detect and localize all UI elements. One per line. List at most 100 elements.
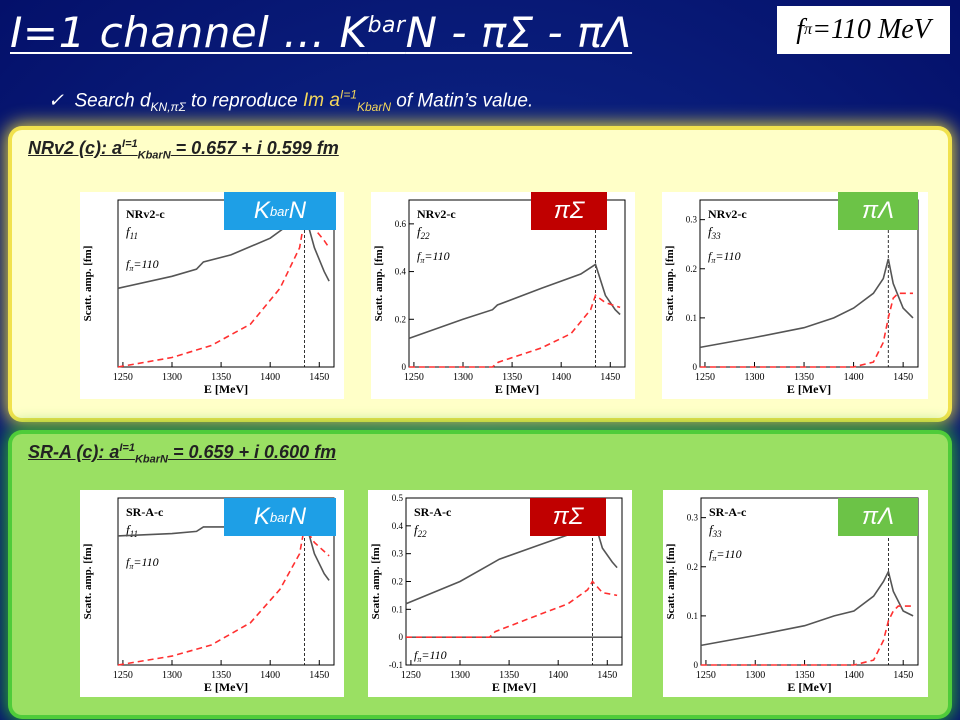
function-subscript: 33 <box>711 231 722 241</box>
fpi-label: fπ=110 <box>709 547 742 563</box>
fpi-value: =110 <box>133 555 158 569</box>
x-tick-label: 1450 <box>600 372 620 383</box>
x-tick-label: 1400 <box>260 670 280 681</box>
x-tick-label: 1450 <box>597 670 617 681</box>
series-solid-line <box>117 210 330 290</box>
y-tick-label: 0.2 <box>687 562 698 572</box>
chart-nrv2-kbarn: 1250 1300 1350 1400 1450 E [MeV] Scatt. amp. [… <box>80 192 344 399</box>
y-tick-label: 0.5 <box>392 493 404 503</box>
bullet-text: ✓ Search dKN,πΣ to reproduce Im aI=1Kbar… <box>48 88 534 115</box>
x-tick-label: 1250 <box>404 372 424 383</box>
y-tick-label: 0.1 <box>686 313 697 323</box>
y-tick-label: 0.6 <box>395 219 407 229</box>
series-dashed-line <box>117 217 330 368</box>
x-tick-label: 1300 <box>745 670 765 681</box>
fpi-subscript: π <box>417 655 422 664</box>
x-tick-label: 1300 <box>453 372 473 383</box>
x-tick-label: 1250 <box>401 670 421 681</box>
x-tick-label: 1350 <box>211 670 231 681</box>
model-label: SR-A-c <box>414 505 452 519</box>
fpi-subscript: π <box>712 554 717 563</box>
series-dashed-line <box>117 524 330 666</box>
y-tick-label: 0 <box>402 362 407 372</box>
series-dashed-line <box>406 580 618 638</box>
x-axis-label: E [MeV] <box>492 680 536 694</box>
function-subscript: 22 <box>418 529 428 539</box>
function-subscript: 11 <box>130 529 138 539</box>
y-tick-label: 0.2 <box>686 264 697 274</box>
series-dashed-line <box>409 294 621 368</box>
model-label: SR-A-c <box>709 505 747 519</box>
x-axis-label: E [MeV] <box>204 680 248 694</box>
fpi-label: fπ=110 <box>126 555 159 571</box>
x-tick-label: 1400 <box>844 670 864 681</box>
fpi-label: fπ=110 <box>126 257 159 273</box>
y-tick-label: 0 <box>693 362 698 372</box>
x-tick-label: 1450 <box>309 372 329 383</box>
model-label: NRv2-c <box>708 207 747 221</box>
chart-sra-pilambda: 1250 1300 1350 1400 1450 0 0.1 0.2 0.3 E [MeV] Sca… <box>663 490 928 697</box>
x-axis-label: E [MeV] <box>787 382 831 396</box>
series-solid-line <box>699 258 914 349</box>
y-tick-label: 0.3 <box>686 215 698 225</box>
x-tick-label: 1300 <box>162 670 182 681</box>
y-axis-label: Scatt. amp. [fm] <box>665 544 677 620</box>
fpi-value: =110 <box>424 249 449 263</box>
y-tick-label: 0.4 <box>392 521 404 531</box>
slide-title: I=1 channel … KbarN - πΣ - πΛ <box>10 8 633 57</box>
y-tick-label: 0.3 <box>687 513 699 523</box>
y-tick-label: 0.1 <box>392 604 403 614</box>
y-axis-label: Scatt. amp. [fm] <box>82 544 94 620</box>
x-tick-label: 1450 <box>893 372 913 383</box>
y-axis-label: Scatt. amp. [fm] <box>664 246 676 322</box>
x-tick-label: 1400 <box>548 670 568 681</box>
fpi-box: f π =110 MeV <box>777 6 950 54</box>
fpi-label: fπ=110 <box>417 249 450 265</box>
model-label: NRv2-c <box>126 207 165 221</box>
fpi-value: =110 <box>716 547 741 561</box>
x-tick-label: 1350 <box>499 670 519 681</box>
model-label: SR-A-c <box>126 505 164 519</box>
x-tick-label: 1300 <box>745 372 765 383</box>
panel-title-nrv2: NRv2 (c): aI=1KbarN = 0.657 + i 0.599 fm <box>28 138 339 162</box>
fpi-value: =110 <box>715 249 740 263</box>
x-axis-label: E [MeV] <box>787 680 831 694</box>
x-tick-label: 1350 <box>794 372 814 383</box>
x-axis-label: E [MeV] <box>495 382 539 396</box>
series-solid-line <box>700 569 914 647</box>
series-solid-line <box>405 513 618 605</box>
check-icon: ✓ <box>48 90 64 112</box>
x-axis-label: E [MeV] <box>204 382 248 396</box>
y-axis-label: Scatt. amp. [fm] <box>82 246 94 322</box>
y-tick-label: 0.2 <box>395 314 406 324</box>
x-tick-label: 1250 <box>696 670 716 681</box>
function-subscript: 11 <box>130 231 138 241</box>
function-label: f11 <box>126 224 138 241</box>
fpi-value: =110 <box>421 648 446 662</box>
fpi-label: fπ=110 <box>708 249 741 265</box>
panel-title-sra: SR-A (c): aI=1KbarN = 0.659 + i 0.600 fm <box>28 442 337 466</box>
tag-pisigma: πΣ <box>531 192 607 230</box>
x-tick-label: 1250 <box>695 372 715 383</box>
tag-pilambda: πΛ <box>838 498 918 536</box>
x-tick-label: 1350 <box>211 372 231 383</box>
function-subscript: 33 <box>712 529 723 539</box>
y-tick-label: 0 <box>694 660 699 670</box>
x-tick-label: 1350 <box>502 372 522 383</box>
chart-nrv2-pisigma: 1250 1300 1350 1400 1450 0 0.2 0.4 0.6 E [MeV] Sca… <box>371 192 635 399</box>
y-tick-label: 0.3 <box>392 549 404 559</box>
tag-pilambda: πΛ <box>838 192 918 230</box>
x-tick-label: 1350 <box>795 670 815 681</box>
fpi-subscript: π <box>129 562 134 571</box>
series-solid-line <box>408 263 621 340</box>
x-tick-label: 1400 <box>551 372 571 383</box>
chart-nrv2-pilambda: 1250 1300 1350 1400 1450 0 0.1 0.2 0.3 E [MeV] Sca… <box>662 192 928 399</box>
x-tick-label: 1250 <box>113 372 133 383</box>
chart-sra-pisigma: 1250 1300 1350 1400 1450 -0.1 0 0.1 0.2 0.3 0.4 0.5… <box>368 490 632 697</box>
fpi-subscript: π <box>129 264 134 273</box>
x-tick-label: 1300 <box>450 670 470 681</box>
fpi-subscript: π <box>711 256 716 265</box>
model-label: NRv2-c <box>417 207 456 221</box>
chart-sra-kbarn: 1250 1300 1350 1400 1450 E [MeV] Scatt. amp. [… <box>80 490 344 697</box>
